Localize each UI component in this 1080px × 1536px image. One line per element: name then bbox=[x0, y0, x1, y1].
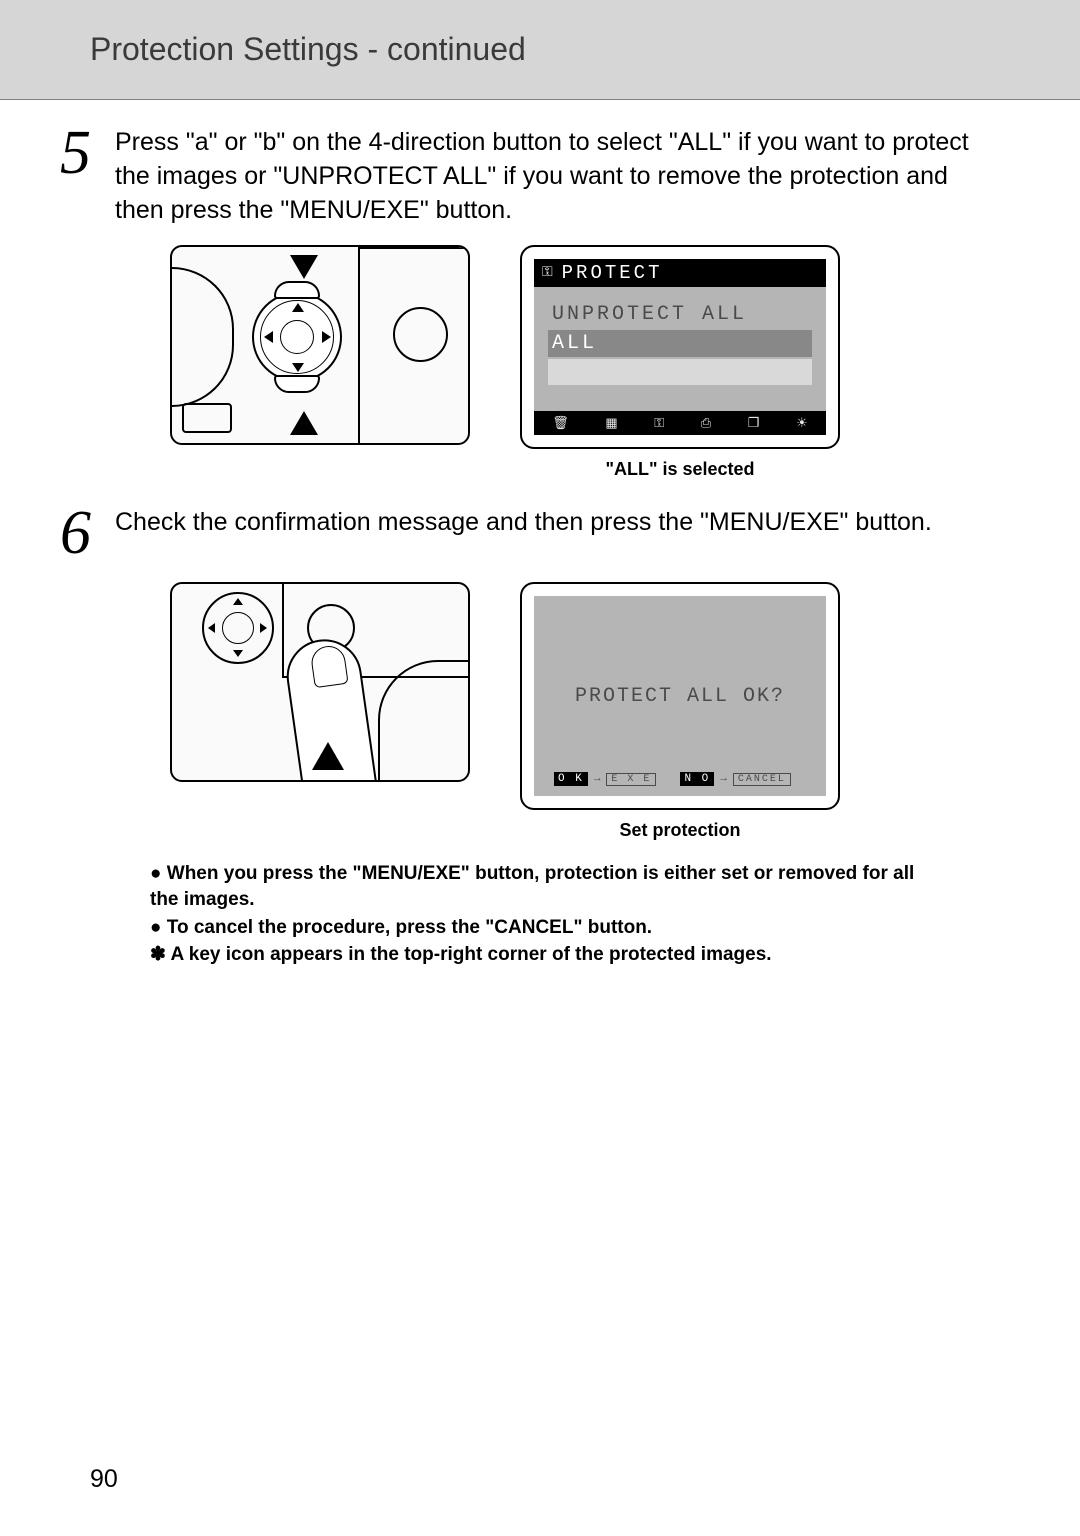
trash-icon: 🗑 bbox=[552, 415, 569, 431]
lcd2-message: PROTECT ALL OK? bbox=[575, 685, 785, 708]
camera-figure-1 bbox=[170, 245, 470, 445]
camera-figure-2 bbox=[170, 582, 470, 782]
step-6-text: Check the confirmation message and then … bbox=[115, 500, 990, 564]
bright-icon: ☀ bbox=[796, 415, 808, 431]
lcd1-blank-row bbox=[548, 359, 812, 385]
step-6-number: 6 bbox=[60, 500, 115, 564]
lcd2-button-bar: O K → E X E N O → CANCEL bbox=[554, 770, 806, 788]
lcd-figure-2-col: PROTECT ALL OK? O K → E X E N O → CANCEL… bbox=[520, 582, 840, 841]
print-icon: ⎙ bbox=[701, 415, 711, 431]
lcd-screen-1: ⚿ PROTECT UNPROTECT ALL ALL 🗑 ▦ ⚿ ⎙ ❐ bbox=[520, 245, 840, 449]
note-1: ● When you press the "MENU/EXE" button, … bbox=[150, 861, 930, 912]
arrow-down-icon bbox=[290, 255, 318, 279]
lcd1-caption: "ALL" is selected bbox=[605, 459, 754, 480]
lcd2-exe-label: E X E bbox=[606, 773, 656, 786]
page-number: 90 bbox=[90, 1465, 118, 1494]
note-3: ✽ A key icon appears in the top-right co… bbox=[150, 942, 930, 968]
content-area: 5 Press "a" or "b" on the 4-direction bu… bbox=[0, 100, 1080, 968]
note-2: ● To cancel the procedure, press the "CA… bbox=[150, 915, 930, 941]
lcd2-cancel-label: CANCEL bbox=[733, 773, 791, 786]
copy-icon: ❐ bbox=[748, 415, 760, 431]
step-5: 5 Press "a" or "b" on the 4-direction bu… bbox=[60, 120, 990, 227]
lcd1-item-unprotect: UNPROTECT ALL bbox=[548, 301, 812, 328]
key-small-icon: ⚿ bbox=[654, 415, 664, 431]
step-6: 6 Check the confirmation message and the… bbox=[60, 500, 990, 564]
camera-figure-2-col bbox=[170, 582, 470, 782]
page-title: Protection Settings - continued bbox=[90, 31, 526, 68]
lcd1-item-all: ALL bbox=[548, 330, 812, 357]
arrow-right-icon: → bbox=[594, 773, 601, 785]
grid-icon: ▦ bbox=[605, 415, 617, 431]
press-arrow-icon bbox=[312, 742, 344, 770]
lcd-figure-1-col: ⚿ PROTECT UNPROTECT ALL ALL 🗑 ▦ ⚿ ⎙ ❐ bbox=[520, 245, 840, 480]
lcd-screen-2: PROTECT ALL OK? O K → E X E N O → CANCEL bbox=[520, 582, 840, 810]
arrow-right-icon-2: → bbox=[720, 773, 727, 785]
lcd1-title: PROTECT bbox=[562, 262, 663, 284]
arrow-up-icon bbox=[290, 411, 318, 435]
header-band: Protection Settings - continued bbox=[0, 0, 1080, 100]
lcd1-icon-row: 🗑 ▦ ⚿ ⎙ ❐ ☀ bbox=[534, 411, 826, 435]
footnotes: ● When you press the "MENU/EXE" button, … bbox=[150, 861, 930, 968]
lcd2-no-label: N O bbox=[680, 772, 714, 786]
lcd1-title-bar: ⚿ PROTECT bbox=[534, 259, 826, 287]
step-6-figures: PROTECT ALL OK? O K → E X E N O → CANCEL… bbox=[170, 582, 990, 841]
lcd2-caption: Set protection bbox=[619, 820, 740, 841]
camera-figure-1-col bbox=[170, 245, 470, 445]
step-5-number: 5 bbox=[60, 120, 115, 227]
key-icon: ⚿ bbox=[542, 265, 556, 281]
step-5-text: Press "a" or "b" on the 4-direction butt… bbox=[115, 120, 990, 227]
step-5-figures: ⚿ PROTECT UNPROTECT ALL ALL 🗑 ▦ ⚿ ⎙ ❐ bbox=[170, 245, 990, 480]
lcd2-ok-label: O K bbox=[554, 772, 588, 786]
